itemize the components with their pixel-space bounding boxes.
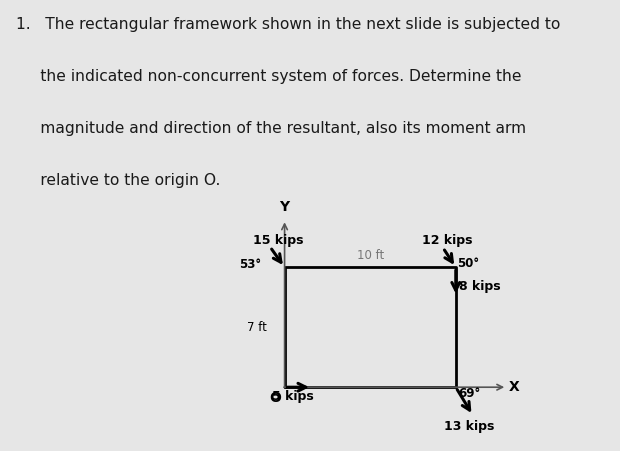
Text: 7 ft: 7 ft bbox=[247, 321, 267, 334]
Text: Y: Y bbox=[280, 200, 290, 214]
Text: 13 kips: 13 kips bbox=[445, 420, 495, 433]
Text: 53°: 53° bbox=[239, 258, 262, 272]
Text: 8 kips: 8 kips bbox=[459, 280, 501, 293]
Text: the indicated non-concurrent system of forces. Determine the: the indicated non-concurrent system of f… bbox=[16, 69, 521, 84]
Text: X: X bbox=[509, 380, 520, 394]
Text: 10 ft: 10 ft bbox=[356, 249, 384, 262]
Text: 5 kips: 5 kips bbox=[272, 390, 314, 403]
Text: magnitude and direction of the resultant, also its moment arm: magnitude and direction of the resultant… bbox=[16, 121, 526, 136]
Text: 15 kips: 15 kips bbox=[254, 235, 304, 247]
Text: 1.   The rectangular framework shown in the next slide is subjected to: 1. The rectangular framework shown in th… bbox=[16, 17, 560, 32]
Text: O: O bbox=[269, 391, 281, 405]
Text: 12 kips: 12 kips bbox=[422, 235, 472, 247]
Text: 50°: 50° bbox=[456, 258, 479, 271]
Text: 69°: 69° bbox=[458, 387, 480, 400]
Text: relative to the origin O.: relative to the origin O. bbox=[16, 173, 220, 188]
